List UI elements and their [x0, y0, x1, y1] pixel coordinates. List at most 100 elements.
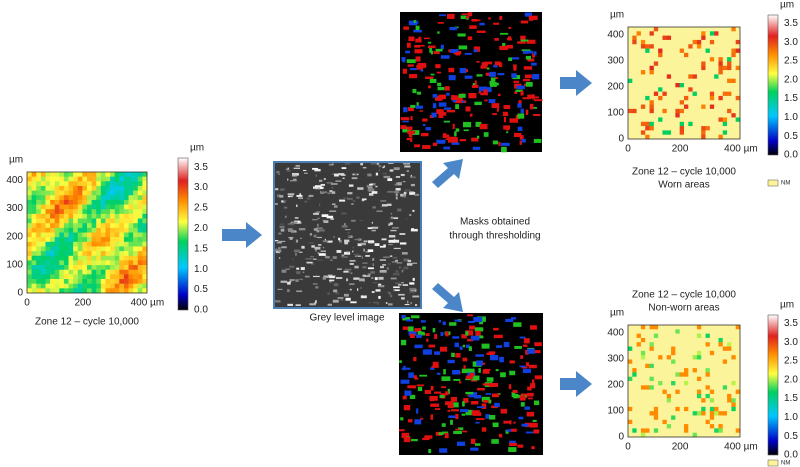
grain	[389, 169, 394, 172]
pixel	[27, 204, 32, 210]
pixel	[701, 78, 706, 84]
grain	[371, 227, 373, 229]
pixel	[653, 419, 659, 425]
pixel	[679, 27, 685, 32]
pixel	[73, 176, 79, 182]
pixel	[36, 283, 42, 289]
pixel	[649, 419, 655, 425]
grain	[400, 282, 404, 284]
pixel	[688, 100, 693, 105]
pixel	[688, 368, 693, 373]
grain	[285, 168, 290, 170]
pixel	[110, 269, 115, 275]
pixel	[696, 406, 702, 412]
pixel	[50, 209, 55, 215]
pixel	[68, 232, 74, 238]
pixel	[671, 372, 676, 377]
speck	[416, 44, 425, 47]
colorbar-unit: µm	[190, 143, 204, 154]
pixel	[87, 274, 92, 280]
speck	[437, 82, 442, 87]
pixel	[632, 48, 637, 54]
pixel	[692, 108, 698, 114]
pixel	[709, 402, 715, 408]
pixel	[133, 251, 139, 257]
pixel	[96, 176, 102, 182]
speck	[494, 402, 500, 407]
grain	[402, 196, 407, 199]
pixel	[645, 95, 650, 101]
pixel	[666, 108, 672, 114]
colorbar-label: 0.0	[784, 450, 798, 461]
pixel	[653, 108, 659, 114]
pixel	[684, 61, 689, 67]
pixel	[73, 172, 79, 177]
legend-swatch	[767, 179, 779, 187]
pixel	[628, 432, 633, 438]
grain	[372, 282, 378, 284]
grain	[382, 264, 387, 266]
pixel	[36, 265, 42, 271]
pixel	[671, 27, 676, 32]
pixel	[684, 419, 689, 425]
speck	[402, 326, 409, 330]
colorbar-label: 2.0	[194, 223, 208, 234]
grain	[391, 217, 399, 220]
pixel	[649, 121, 655, 127]
pixel	[718, 57, 724, 62]
pixel	[666, 389, 672, 395]
grain	[348, 271, 351, 273]
pixel	[701, 393, 706, 399]
pixel	[684, 432, 689, 438]
pixel	[735, 381, 741, 386]
speck	[478, 368, 481, 373]
pixel	[40, 213, 46, 219]
pixel	[692, 57, 698, 62]
pixel	[645, 376, 650, 382]
pixel	[40, 274, 46, 280]
pixel	[696, 381, 702, 386]
pixel	[653, 130, 659, 135]
pixel	[123, 265, 129, 271]
grain	[383, 175, 391, 179]
pixel	[142, 255, 148, 261]
grain	[313, 212, 319, 215]
speck	[452, 76, 456, 78]
colorbar-label: 2.0	[784, 74, 798, 85]
pixel	[688, 91, 693, 97]
pixel	[662, 411, 668, 416]
pixel	[31, 213, 37, 219]
pixel	[671, 70, 676, 75]
pixel	[59, 199, 65, 205]
pixel	[714, 342, 719, 347]
pixel	[40, 288, 46, 294]
pixel	[684, 393, 689, 399]
grain	[345, 251, 350, 253]
pixel	[73, 223, 79, 229]
pixel	[709, 100, 715, 105]
pixel	[705, 372, 711, 377]
speck	[508, 36, 511, 41]
pixel	[718, 389, 724, 395]
pixel	[133, 218, 139, 224]
pixel	[628, 355, 633, 360]
pixel	[40, 251, 46, 257]
grain	[336, 250, 342, 253]
speck	[414, 377, 419, 380]
pixel	[714, 65, 719, 71]
speck	[481, 62, 488, 66]
speck	[457, 427, 464, 431]
grain	[284, 215, 287, 218]
pixel	[27, 213, 32, 219]
grain	[298, 227, 306, 231]
pixel	[68, 241, 74, 247]
pixel	[68, 269, 74, 275]
pixel	[705, 65, 711, 71]
grain	[367, 267, 374, 270]
pixel	[100, 274, 106, 280]
pixel	[110, 279, 115, 284]
grain	[392, 226, 399, 229]
pixel	[696, 402, 702, 408]
speck	[485, 393, 492, 395]
pixel	[666, 83, 672, 88]
